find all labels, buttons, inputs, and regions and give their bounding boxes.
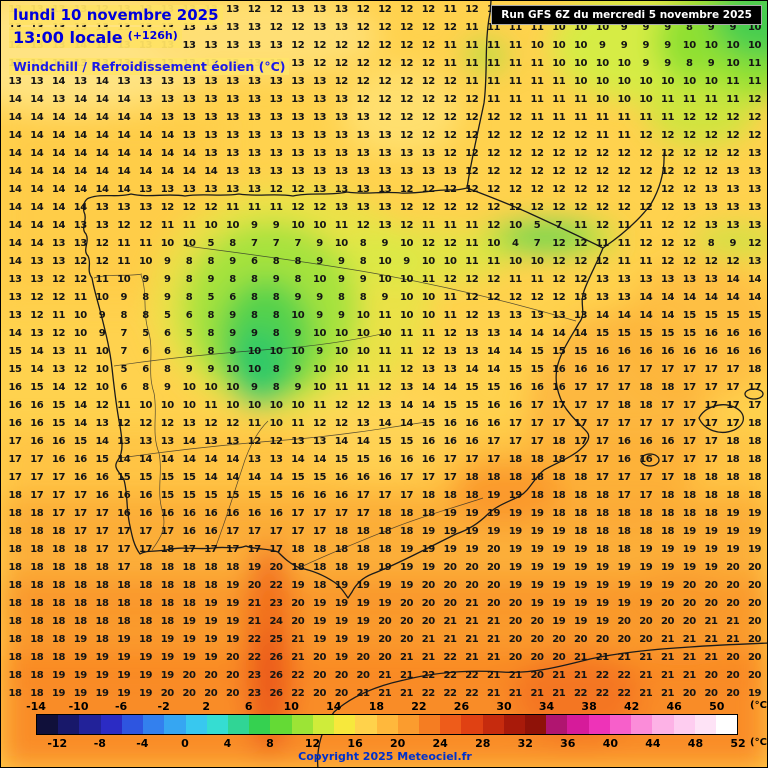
time-label: 13:00 locale — [13, 28, 123, 47]
coastline — [82, 1, 767, 767]
rivers-and-borders — [93, 245, 577, 567]
run-info-box: Run GFS 6Z du mercredi 5 novembre 2025 — [491, 5, 762, 25]
forecast-offset-label: (+126h) — [127, 29, 178, 42]
date-label: lundi 10 novembre 2025 — [9, 5, 223, 25]
time-row: 13:00 locale (+126h) — [9, 27, 182, 48]
map-header: lundi 10 novembre 2025 13:00 locale (+12… — [9, 5, 290, 75]
variable-label: Windchill / Refroidissement éolien (°C) — [9, 58, 290, 75]
copyright-label: Copyright 2025 Meteociel.fr — [298, 750, 472, 763]
